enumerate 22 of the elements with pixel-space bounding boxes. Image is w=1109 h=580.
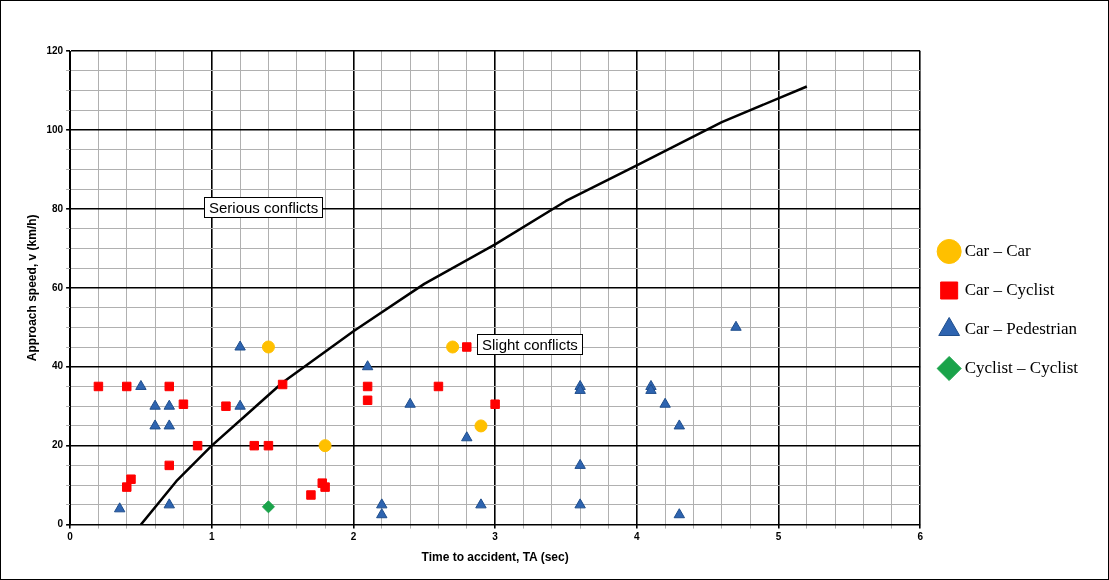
y-tick-label: 20 — [51, 439, 64, 451]
annotation: Serious conflicts — [204, 197, 324, 218]
y-tick-label: 120 — [46, 44, 64, 56]
x-tick-label: 4 — [634, 531, 641, 543]
legend-label: Cyclist – Cyclist — [964, 357, 1079, 377]
x-tick-label: 0 — [67, 531, 74, 543]
annotation: Slight conflicts — [477, 334, 583, 355]
x-tick-label: 5 — [775, 531, 782, 543]
y-tick-label: 0 — [57, 518, 64, 530]
x-tick-label: 1 — [208, 531, 215, 543]
y-axis-title: Approach speed, v (km/h) — [24, 214, 39, 362]
x-tick-label: 6 — [917, 531, 924, 543]
legend-label: Car – Pedestrian — [964, 318, 1078, 338]
x-axis-title: Time to accident, TA (sec) — [421, 550, 569, 565]
y-tick-label: 100 — [46, 123, 64, 135]
x-tick-label: 2 — [350, 531, 357, 543]
y-tick-label: 60 — [51, 281, 64, 293]
legend-label: Car – Car — [964, 240, 1032, 260]
y-tick-label: 40 — [51, 360, 64, 372]
legend-label: Car – Cyclist — [964, 279, 1055, 299]
y-tick-label: 80 — [51, 202, 64, 214]
x-tick-label: 3 — [492, 531, 499, 543]
